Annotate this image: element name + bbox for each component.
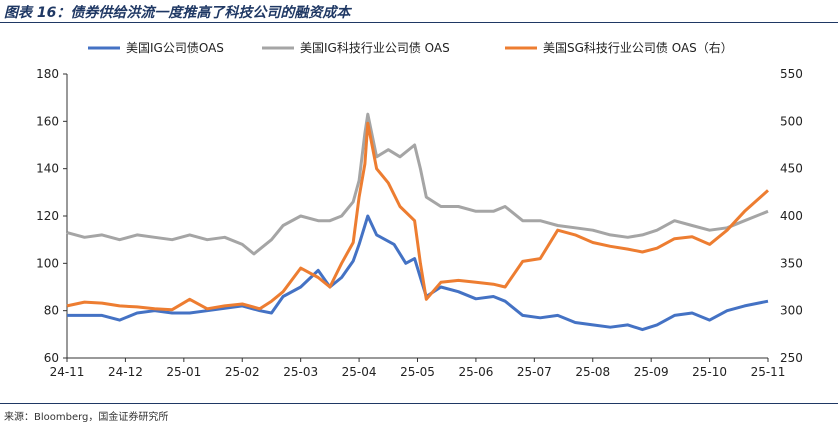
x-tick-label: 25-09 [634,365,669,379]
series-line-1 [66,112,769,256]
title-divider [0,22,838,23]
legend-label-2: 美国SG科技行业公司债 OAS（右） [543,40,733,55]
y-right-tick-label: 550 [780,67,803,81]
series-line-0 [67,214,769,332]
x-tick-label: 24-12 [108,365,143,379]
y-left-tick-label: 80 [44,304,59,318]
y-left-tick-label: 120 [36,209,59,223]
source-note: 来源：Bloomberg，国金证券研究所 [4,412,169,423]
x-tick-label: 25-01 [166,365,201,379]
y-right-tick-label: 300 [780,304,803,318]
y-left-tick-label: 140 [36,162,59,176]
x-tick-label: 25-04 [342,365,377,379]
x-tick-label: 25-02 [225,365,260,379]
x-tick-label: 24-11 [50,365,85,379]
y-right-tick-label: 500 [780,114,803,128]
y-left-tick-label: 180 [36,67,59,81]
y-left-tick-label: 160 [36,114,59,128]
series-line-2 [66,121,769,312]
x-tick-label: 25-05 [400,365,435,379]
y-right-tick-label: 250 [780,351,803,365]
y-right-tick-label: 350 [780,256,803,270]
y-right-tick-label: 450 [780,162,803,176]
axes: 60 80 100 120 140 160 180 250 300 350 400 450 500 550… [36,67,803,379]
x-tick-label: 25-07 [517,365,552,379]
x-tick-label: 25-10 [692,365,727,379]
x-tick-label: 25-03 [283,365,318,379]
series-layer [66,112,769,332]
chart-title: 图表 16：债券供给洪流一度推高了科技公司的融资成本 [4,5,351,21]
oas-line-chart: 美国IG公司债OAS 美国IG科技行业公司债 OAS 美国SG科技行业公司债 OAS… [36,40,803,379]
x-tick-label: 25-08 [575,365,610,379]
x-tick-label: 25-11 [751,365,786,379]
y-right-tick-label: 400 [780,209,803,223]
legend: 美国IG公司债OAS 美国IG科技行业公司债 OAS 美国SG科技行业公司债 OAS… [88,40,733,55]
y-left-tick-label: 100 [36,256,59,270]
legend-label-1: 美国IG科技行业公司债 OAS [300,41,450,55]
legend-label-0: 美国IG公司债OAS [126,41,224,55]
source-divider [0,403,838,404]
y-left-tick-label: 60 [44,351,59,365]
x-tick-label: 25-06 [458,365,493,379]
